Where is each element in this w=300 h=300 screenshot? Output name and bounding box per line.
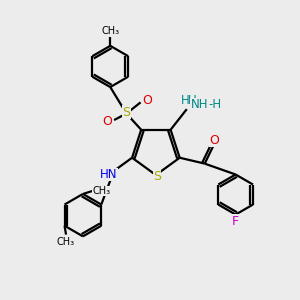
- Text: HN: HN: [100, 168, 117, 181]
- Text: CH₃: CH₃: [92, 186, 110, 196]
- Text: S: S: [122, 106, 130, 118]
- Text: -H: -H: [209, 98, 222, 111]
- Text: H: H: [188, 94, 197, 107]
- Text: F: F: [232, 214, 239, 227]
- Text: S: S: [153, 170, 161, 183]
- Text: NH: NH: [190, 98, 208, 111]
- Text: O: O: [209, 134, 219, 147]
- Text: O: O: [142, 94, 152, 106]
- Text: H: H: [181, 94, 190, 107]
- Text: CH₃: CH₃: [101, 26, 119, 35]
- Text: O: O: [103, 115, 112, 128]
- Text: CH₃: CH₃: [57, 237, 75, 247]
